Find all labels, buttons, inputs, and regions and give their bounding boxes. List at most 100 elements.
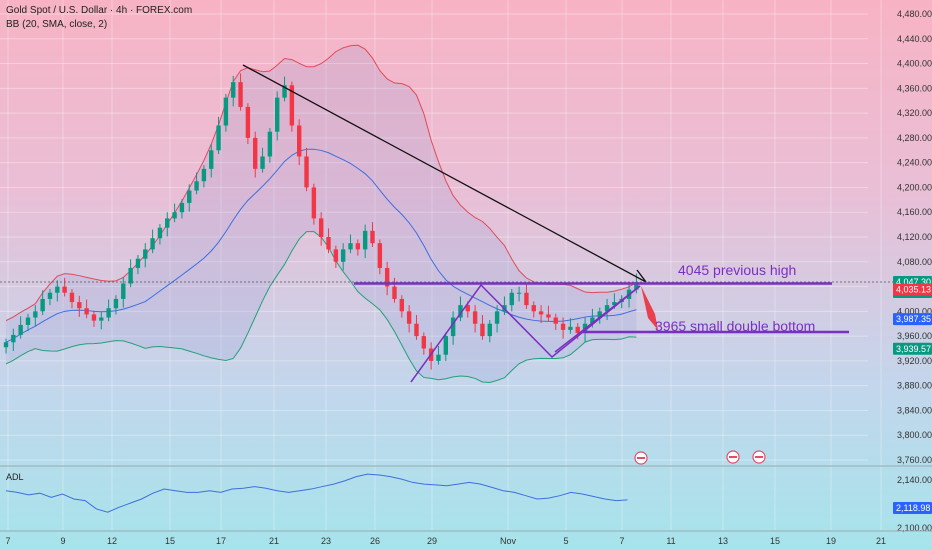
chart-legend: Gold Spot / U.S. Dollar · 4h · FOREX.com…: [6, 4, 192, 32]
candle-body: [575, 326, 580, 334]
time-tick-label: 26: [370, 536, 380, 546]
candle-body: [135, 258, 141, 268]
candle-body: [150, 238, 155, 250]
candle-body: [472, 311, 478, 324]
candles: [3, 73, 639, 370]
bb-upper-line: [5, 44, 637, 322]
candle-body: [634, 282, 639, 290]
price-tag: [893, 342, 932, 355]
candle-body: [553, 317, 558, 324]
time-tick-label: 12: [107, 536, 117, 546]
candle-body: [443, 336, 448, 355]
candle-body: [494, 311, 500, 324]
price-tick-label: 3,880.00: [897, 381, 932, 391]
candle-body: [209, 150, 214, 169]
price-tick-label: 3,960.00: [897, 331, 932, 341]
candle-body: [450, 317, 456, 337]
candle-body: [612, 302, 617, 306]
candle-body: [297, 125, 302, 157]
candle-body: [275, 97, 280, 132]
price-tick-label: 4,320.00: [897, 108, 932, 118]
event-icon-mark: [637, 457, 645, 459]
price-tick-label: 4,400.00: [897, 59, 932, 69]
price-tick-label: 3,800.00: [897, 430, 932, 440]
time-tick-label: Nov: [500, 536, 517, 546]
candle-body: [267, 131, 273, 157]
candle-body: [3, 342, 9, 348]
candle-body: [231, 82, 236, 98]
candle-body: [487, 323, 492, 337]
event-icons[interactable]: [634, 450, 766, 465]
candle-body: [77, 302, 82, 309]
candle-body: [538, 311, 544, 315]
candle-body: [25, 317, 31, 325]
price-tag-label: 4,035.13: [896, 285, 931, 295]
candle-body: [524, 292, 529, 306]
price-tick-label: 4,440.00: [897, 34, 932, 44]
price-tag-label: 3,987.35: [896, 314, 931, 324]
adl-tick-label: 2,100.00: [897, 523, 932, 533]
candle-body: [546, 314, 551, 318]
price-tick-label: 3,840.00: [897, 405, 932, 415]
price-tag: [893, 313, 932, 326]
candle-body: [253, 137, 258, 169]
us-flag-event-icon: [752, 450, 766, 464]
drawings: 4045 previous high 3965 small double bott…: [242, 64, 849, 383]
candle-body: [348, 243, 353, 250]
lightning-event-icon: [634, 451, 648, 465]
price-tick-label: 4,000.00: [897, 306, 932, 316]
adl-value-tag: [893, 502, 932, 514]
candle-body: [568, 326, 573, 330]
adl-label[interactable]: ADL: [6, 472, 24, 482]
price-tick-label: 4,360.00: [897, 83, 932, 93]
time-axis[interactable]: 7 9 12 15 17 21 23 26 29 Nov 5 7 11 13 15 19 21: [0, 530, 932, 546]
price-tag-label: 4,047.30: [896, 277, 931, 287]
adl-tick-label: 2,140.00: [897, 475, 932, 485]
candle-body: [223, 97, 229, 126]
price-tick-label: 4,120.00: [897, 232, 932, 242]
price-tick-label: 4,200.00: [897, 182, 932, 192]
time-tick-label: 11: [666, 536, 675, 546]
time-tick-label: 21: [876, 536, 886, 546]
candle-body: [406, 311, 412, 324]
candle-body: [289, 85, 295, 126]
candle-body: [260, 156, 265, 169]
candle-body: [509, 292, 514, 306]
candle-body: [326, 237, 331, 250]
candle-body: [377, 243, 383, 268]
candle-body: [421, 336, 427, 349]
candle-body: [318, 218, 324, 237]
candle-body: [172, 212, 177, 219]
indicator-label[interactable]: BB (20, SMA, close, 2): [6, 19, 108, 30]
time-tick-label: 15: [165, 536, 175, 546]
adl-panel: 2,140.00 2,100.00 2,118.98: [0, 465, 932, 533]
candle-body: [33, 311, 38, 318]
time-tick-label: 7: [5, 536, 10, 546]
annotation-double-bottom: 3965 small double bottom: [655, 318, 815, 334]
candle-body: [480, 323, 485, 337]
candle-body: [414, 323, 419, 337]
candle-body: [590, 317, 595, 324]
zigzag-pattern: [410, 283, 641, 383]
price-tag: [893, 283, 932, 296]
time-tick-label: 5: [563, 536, 568, 546]
time-tick-label: 23: [321, 536, 331, 546]
event-icon-mark: [755, 456, 763, 458]
time-tick-label: 15: [770, 536, 780, 546]
candle-body: [304, 156, 309, 188]
candle-body: [143, 249, 148, 259]
candle-body: [597, 311, 602, 318]
adl-line: [5, 473, 628, 513]
candle-body: [62, 286, 67, 293]
symbol-title[interactable]: Gold Spot / U.S. Dollar · 4h · FOREX.com: [6, 5, 193, 16]
candle-body: [516, 292, 522, 294]
candle-body: [55, 286, 60, 293]
candle-body: [18, 324, 23, 335]
time-tick-label: 21: [269, 536, 279, 546]
price-tags: 4,047.3040:574,035.133,987.353,939.57: [0, 276, 932, 355]
candle-body: [106, 308, 111, 318]
price-axis[interactable]: 4,480.00 4,440.00 4,400.00 4,360.00 4,320.00…: [897, 9, 932, 465]
candle-body: [238, 82, 243, 107]
candle-body: [384, 267, 390, 287]
